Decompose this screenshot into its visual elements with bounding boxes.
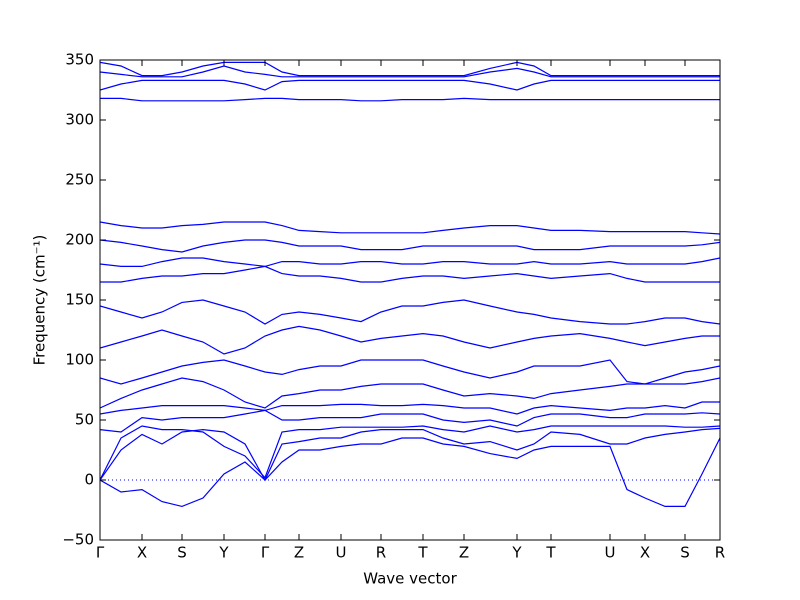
y-tick-label: 250 [65, 171, 94, 189]
band-line [100, 425, 720, 481]
band-line [100, 299, 720, 325]
y-axis-label: Frequency (cm⁻¹) [31, 235, 49, 366]
band-line [100, 97, 720, 102]
y-tick-label: 200 [65, 231, 94, 249]
x-tick-label: U [336, 544, 347, 562]
x-tick-label: X [137, 544, 147, 562]
y-tick-label: 50 [75, 411, 94, 429]
x-tick-label: Γ [261, 544, 270, 562]
y-tick-label: 0 [84, 471, 94, 489]
x-tick-label: Z [459, 544, 469, 562]
band-line [100, 221, 720, 235]
x-tick-label: U [605, 544, 616, 562]
band-line [100, 437, 720, 508]
band-line [100, 401, 720, 415]
band-line [100, 409, 720, 433]
y-tick-label: 350 [65, 51, 94, 69]
x-tick-label: Y [511, 544, 522, 562]
band-line [100, 61, 720, 77]
plot-frame [99, 59, 721, 541]
band-line [100, 65, 720, 78]
y-tick-label: −50 [62, 531, 94, 549]
x-tick-label: T [545, 544, 556, 562]
x-tick-label: R [376, 544, 386, 562]
x-tick-label: S [177, 544, 187, 562]
y-tick-label: 300 [65, 111, 94, 129]
x-tick-label: S [680, 544, 690, 562]
y-tick-label: 100 [65, 351, 94, 369]
band-line [100, 427, 720, 482]
y-tick-label: 150 [65, 291, 94, 309]
x-tick-label: Y [218, 544, 229, 562]
x-axis-label: Wave vector [363, 570, 457, 588]
x-tick-label: T [417, 544, 428, 562]
band-line [100, 79, 720, 91]
x-tick-label: X [640, 544, 650, 562]
x-tick-label: Γ [96, 544, 105, 562]
band-line [100, 239, 720, 253]
band-line [100, 377, 720, 409]
band-line [100, 265, 720, 283]
band-line [100, 359, 720, 385]
x-tick-label: R [715, 544, 725, 562]
x-tick-label: Z [294, 544, 304, 562]
band-line [100, 325, 720, 355]
band-line [100, 257, 720, 268]
